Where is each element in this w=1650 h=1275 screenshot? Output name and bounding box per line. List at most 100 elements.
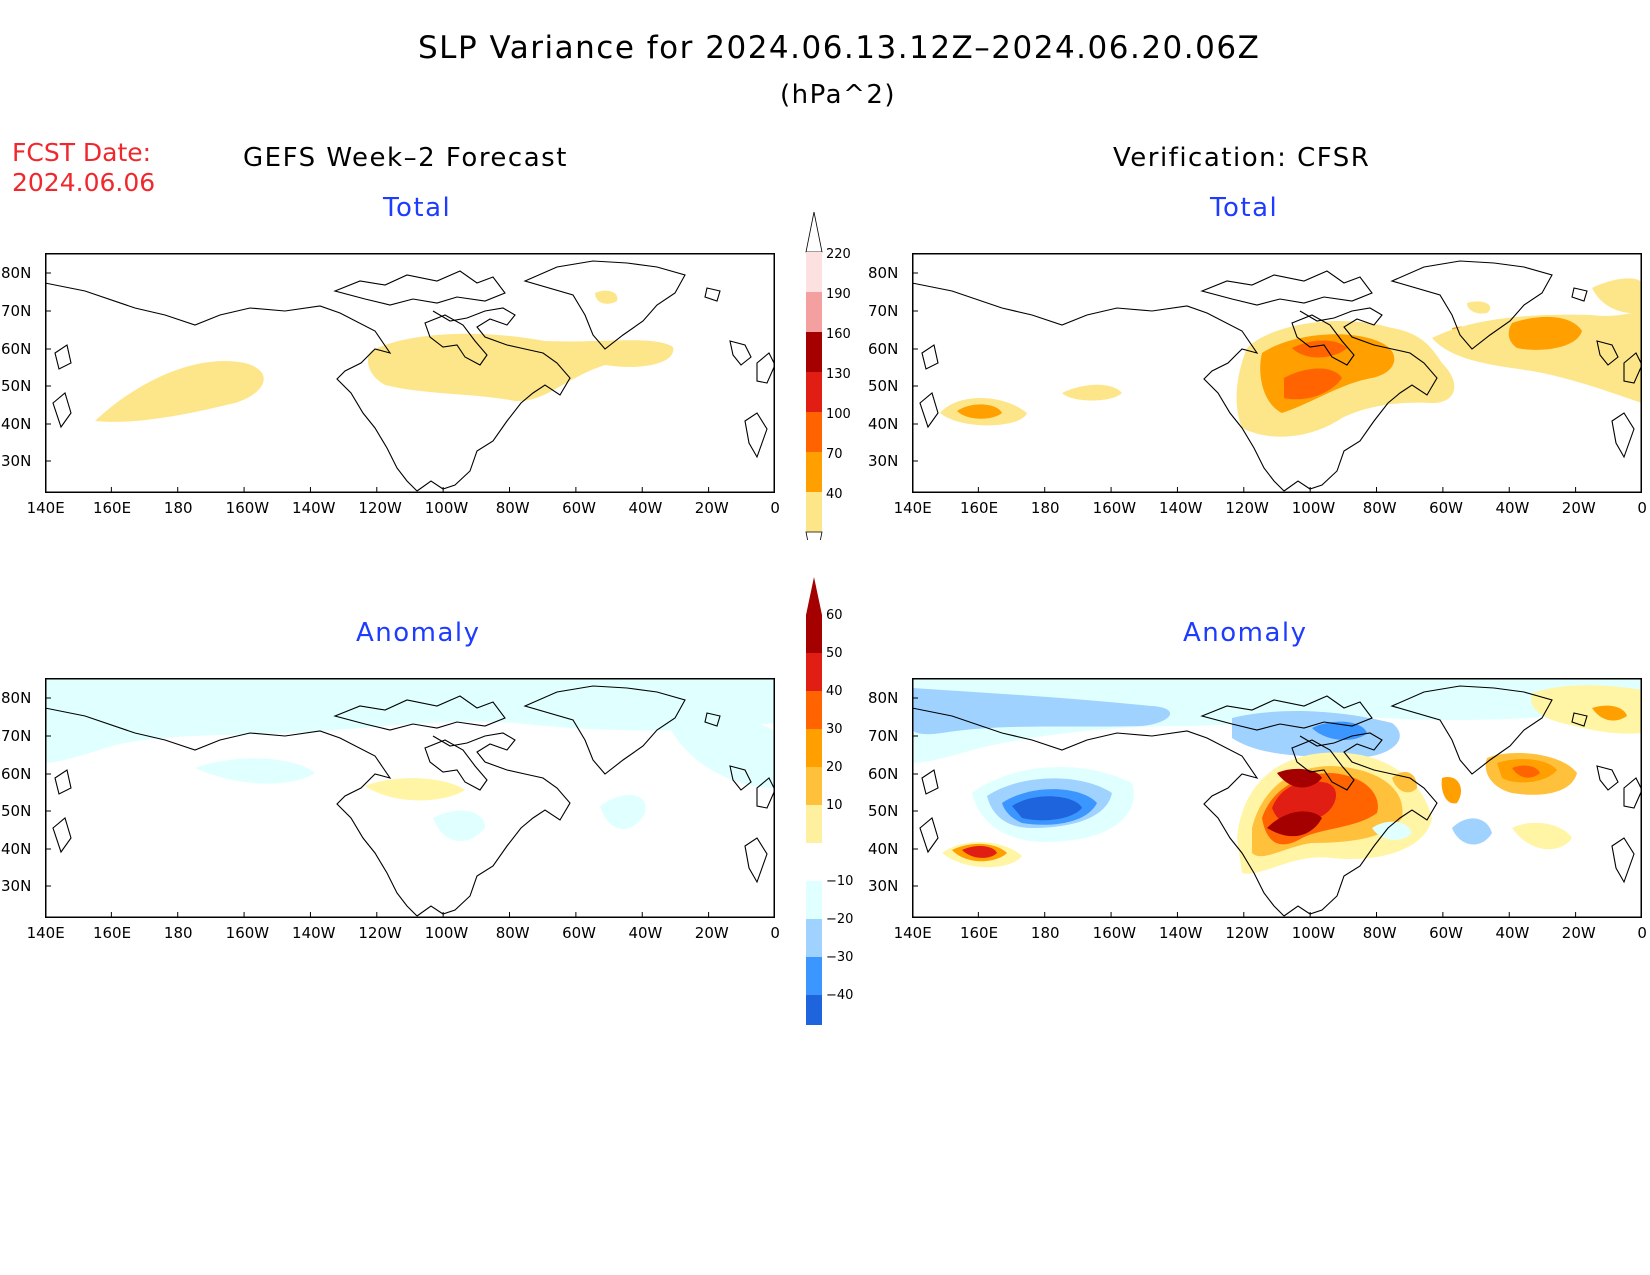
lat-label: 70N: [868, 727, 899, 745]
lon-label: 160W: [225, 924, 270, 942]
lon-label: 140W: [292, 924, 336, 942]
colorbar-box: [806, 653, 822, 691]
coastline: [54, 769, 72, 795]
lon-label: 80W: [495, 499, 530, 517]
colorbar-box: [806, 615, 822, 653]
contour-region: [1441, 777, 1462, 804]
contour-region: [365, 778, 465, 801]
coastline: [416, 307, 571, 492]
coastline: [1596, 765, 1619, 791]
lat-label: 40N: [868, 840, 899, 858]
panel-title-fcst-anomaly: Anomaly: [356, 618, 481, 648]
coastline: [333, 695, 506, 731]
contour-region: [1452, 818, 1492, 845]
coastline: [919, 817, 939, 854]
left-column-heading: GEFS Week–2 Forecast: [243, 143, 568, 173]
lon-label: 160E: [959, 924, 999, 942]
lon-label: 80W: [1362, 924, 1397, 942]
coastline: [744, 837, 768, 884]
panel-title-ver-anomaly: Anomaly: [1183, 618, 1308, 648]
lon-label: 140E: [893, 499, 932, 517]
contour-region: [1592, 705, 1627, 721]
lon-label: 180: [1030, 499, 1060, 517]
contour-region: [1277, 768, 1322, 788]
contour-region: [962, 846, 997, 858]
lon-label: 140W: [1159, 924, 1203, 942]
coastline: [1390, 685, 1553, 775]
contour-region: [1272, 781, 1337, 825]
contour-region: [600, 794, 646, 830]
colorbar-label: −30: [826, 950, 853, 965]
lon-label: 180: [163, 499, 193, 517]
lon-label: 100W: [424, 499, 469, 517]
lat-label: 50N: [1, 802, 32, 820]
contour-region: [1512, 822, 1572, 850]
lon-label: 80W: [1362, 499, 1397, 517]
contour-region: [1512, 765, 1540, 778]
lon-label: 0: [1637, 499, 1647, 517]
colorbar-label: 220: [826, 247, 851, 262]
map-frame: [912, 253, 1642, 493]
colorbar-bottom-triangle: [805, 531, 823, 573]
coastline: [1623, 777, 1642, 809]
coastline: [704, 287, 721, 302]
colorbar-box: [806, 919, 822, 957]
colorbar-label: 160: [826, 327, 851, 342]
lon-label: 40W: [628, 499, 663, 517]
lat-label: 30N: [1, 452, 32, 470]
lat-label: 30N: [868, 452, 899, 470]
fcst-date-label: FCST Date:: [12, 138, 152, 167]
coastline: [1200, 695, 1373, 731]
coastline: [1200, 270, 1373, 306]
lat-label: 30N: [868, 877, 899, 895]
fcst-date-value: 2024.06.06: [12, 168, 156, 197]
coastline: [1571, 712, 1588, 727]
colorbar-label: 40: [826, 684, 843, 699]
lat-label: 80N: [1, 689, 32, 707]
contour-region: [95, 361, 264, 422]
contour-region: [367, 333, 674, 402]
lon-label: 20W: [1561, 924, 1596, 942]
coastline: [1611, 837, 1635, 884]
coastline: [921, 344, 939, 370]
colorbar-box: [806, 995, 822, 1033]
colorbar-label: 50: [826, 646, 843, 661]
coastline: [1283, 732, 1438, 917]
colorbar-anomaly: 60 50 40 30 20 10 −10 −20 −30 −40: [800, 575, 890, 1071]
coastline: [744, 412, 768, 459]
map-panel-fcst-anomaly: [45, 678, 775, 918]
lon-label: 180: [1030, 924, 1060, 942]
colorbar-label: 100: [826, 407, 851, 422]
coastline: [912, 707, 1285, 917]
coastline: [424, 314, 488, 366]
contour-region: [1284, 368, 1342, 400]
contour-region: [670, 721, 775, 788]
lon-label: 60W: [562, 499, 596, 517]
coastline: [523, 260, 686, 350]
colorbar-label: −20: [826, 912, 853, 927]
coastline: [1596, 340, 1619, 366]
lon-label: 180: [163, 924, 193, 942]
contour-region: [912, 688, 1171, 735]
panel-title-fcst-total: Total: [383, 193, 452, 223]
colorbar-box: [806, 292, 822, 332]
lon-label: 160W: [225, 499, 270, 517]
coastline: [1390, 260, 1553, 350]
units-label: (hPa^2): [780, 80, 897, 110]
lon-label: 140W: [292, 499, 336, 517]
coastline: [45, 707, 418, 917]
lat-label: 40N: [1, 840, 32, 858]
colorbar-box: [806, 843, 822, 881]
lat-label: 50N: [868, 802, 899, 820]
lon-label: 100W: [424, 924, 469, 942]
lon-label: 100W: [1291, 499, 1336, 517]
contour-region: [595, 290, 618, 304]
lon-label: 60W: [1429, 499, 1463, 517]
coastline: [921, 769, 939, 795]
lon-label: 120W: [1225, 924, 1269, 942]
contour-region: [1012, 796, 1082, 821]
contour-region: [195, 758, 315, 784]
coastline: [729, 765, 752, 791]
contour-region: [45, 678, 775, 763]
coastline: [704, 712, 721, 727]
